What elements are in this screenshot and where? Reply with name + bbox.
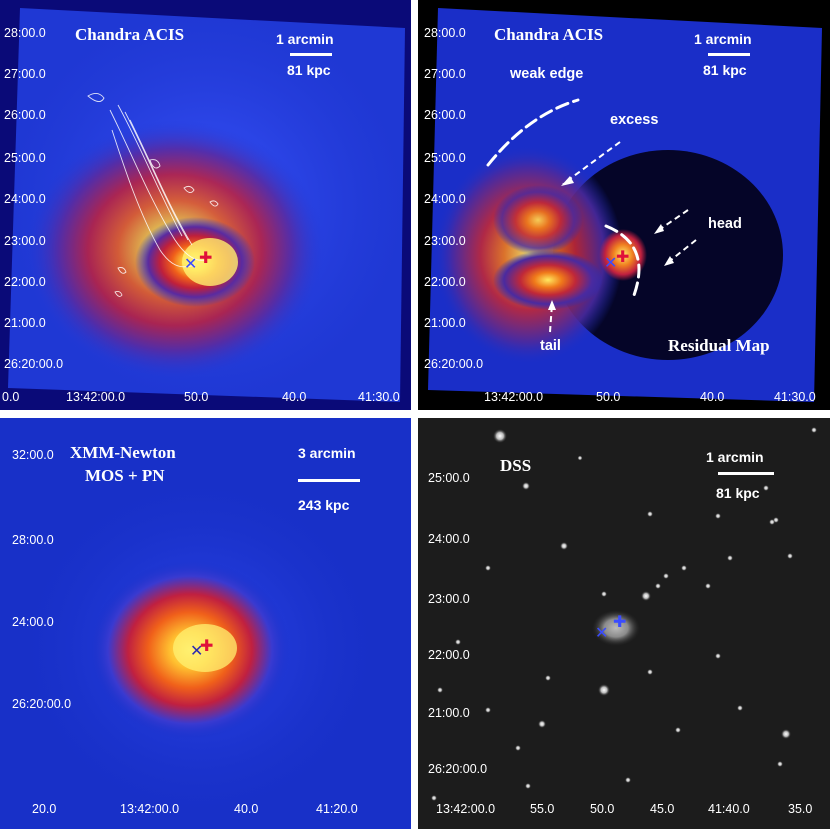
xmm-panel: XMM-Newton MOS + PN 3 arcmin 243 kpc ✕ ✚…	[0, 418, 411, 829]
residual-panel: Chandra ACIS 1 arcmin 81 kpc weak edge e…	[418, 0, 830, 410]
ra-tick: 55.0	[530, 802, 555, 816]
plus-cross-icon: ✚	[613, 612, 627, 631]
dec-tick: 26:20:00.0	[4, 357, 64, 371]
dec-tick: 21:00.0	[4, 316, 46, 330]
ra-tick: 41:30.0	[358, 390, 400, 404]
x-cross-icon: ✕	[184, 254, 198, 273]
residual-scale-kpc: 81 kpc	[703, 62, 747, 78]
dec-tick: 24:00.0	[428, 532, 470, 546]
dss-scale-kpc: 81 kpc	[716, 485, 760, 501]
residual-map-label: Residual Map	[668, 336, 770, 355]
x-cross-icon: ✕	[604, 253, 618, 272]
residual-scale-arcmin: 1 arcmin	[694, 31, 752, 47]
ra-tick: 13:42:00.0	[120, 802, 180, 816]
ra-tick: 41:30.0	[774, 390, 816, 404]
weak-edge-label: weak edge	[510, 66, 584, 82]
dec-tick: 28:00.0	[12, 533, 54, 547]
dec-tick: 25:00.0	[424, 151, 466, 165]
chandra-panel: Chandra ACIS 1 arcmin 81 kpc ✕ ✚ 28:00.0…	[0, 0, 411, 410]
dec-tick: 23:00.0	[4, 234, 46, 248]
chandra-xray-image	[8, 8, 405, 402]
residual-title: Chandra ACIS	[494, 25, 604, 44]
dec-tick: 22:00.0	[428, 648, 470, 662]
dec-tick: 27:00.0	[424, 67, 466, 81]
dec-tick: 22:00.0	[424, 275, 466, 289]
x-cross-icon: ✕	[190, 641, 204, 660]
dec-tick: 26:20:00.0	[424, 357, 484, 371]
dss-panel: DSS 1 arcmin 81 kpc ✕ ✚ 25:00.0 24:00.0 …	[418, 418, 830, 829]
ra-tick: 40.0	[282, 390, 307, 404]
ra-tick: 45.0	[650, 802, 675, 816]
dec-tick: 25:00.0	[428, 471, 470, 485]
x-cross-icon: ✕	[595, 623, 609, 642]
dec-tick: 24:00.0	[4, 192, 46, 206]
dec-tick: 32:00.0	[12, 448, 54, 462]
ra-tick: 41:40.0	[708, 802, 750, 816]
dec-tick: 28:00.0	[424, 26, 466, 40]
xmm-title-line2: MOS + PN	[85, 466, 165, 485]
dec-tick: 26:00.0	[424, 108, 466, 122]
ra-tick: 35.0	[788, 802, 813, 816]
dss-scale-bar	[718, 472, 774, 475]
residual-map-image	[428, 8, 822, 402]
residual-scale-bar	[708, 53, 750, 56]
chandra-title: Chandra ACIS	[75, 25, 185, 44]
xmm-scale-bar	[298, 479, 360, 482]
xmm-title-line1: XMM-Newton	[70, 443, 176, 462]
plus-cross-icon: ✚	[199, 248, 213, 267]
ra-tick: 50.0	[184, 390, 209, 404]
xmm-scale-kpc: 243 kpc	[298, 497, 350, 513]
ra-tick: 13:42:00.0	[484, 390, 544, 404]
dss-optical-image	[431, 427, 817, 801]
chandra-scale-kpc: 81 kpc	[287, 62, 331, 78]
ra-tick: 13:42:00.0	[66, 390, 126, 404]
chandra-scale-bar	[290, 53, 332, 56]
dec-tick: 28:00.0	[4, 26, 46, 40]
dec-tick: 25:00.0	[4, 151, 46, 165]
head-label: head	[708, 216, 742, 232]
ra-tick: 40.0	[234, 802, 259, 816]
tail-label: tail	[540, 338, 561, 354]
dec-tick: 21:00.0	[424, 316, 466, 330]
ra-tick: 40.0	[700, 390, 725, 404]
dec-tick: 24:00.0	[12, 615, 54, 629]
dss-scale-arcmin: 1 arcmin	[706, 449, 764, 465]
plus-cross-icon: ✚	[616, 247, 630, 266]
ra-tick: 0.0	[2, 390, 20, 404]
dec-tick: 23:00.0	[424, 234, 466, 248]
dec-tick: 23:00.0	[428, 592, 470, 606]
dec-tick: 22:00.0	[4, 275, 46, 289]
dss-title: DSS	[500, 456, 532, 475]
ra-tick: 41:20.0	[316, 802, 358, 816]
dec-tick: 26:00.0	[4, 108, 46, 122]
dec-tick: 26:20:00.0	[428, 762, 488, 776]
chandra-scale-arcmin: 1 arcmin	[276, 31, 334, 47]
dec-tick: 27:00.0	[4, 67, 46, 81]
dec-tick: 21:00.0	[428, 706, 470, 720]
ra-tick: 50.0	[596, 390, 621, 404]
ra-tick: 50.0	[590, 802, 615, 816]
xmm-scale-arcmin: 3 arcmin	[298, 445, 356, 461]
ra-tick: 20.0	[32, 802, 57, 816]
excess-label: excess	[610, 112, 659, 128]
dec-tick: 26:20:00.0	[12, 697, 72, 711]
plus-cross-icon: ✚	[200, 636, 214, 655]
xmm-xray-image	[10, 468, 390, 828]
ra-tick: 13:42:00.0	[436, 802, 496, 816]
dec-tick: 24:00.0	[424, 192, 466, 206]
